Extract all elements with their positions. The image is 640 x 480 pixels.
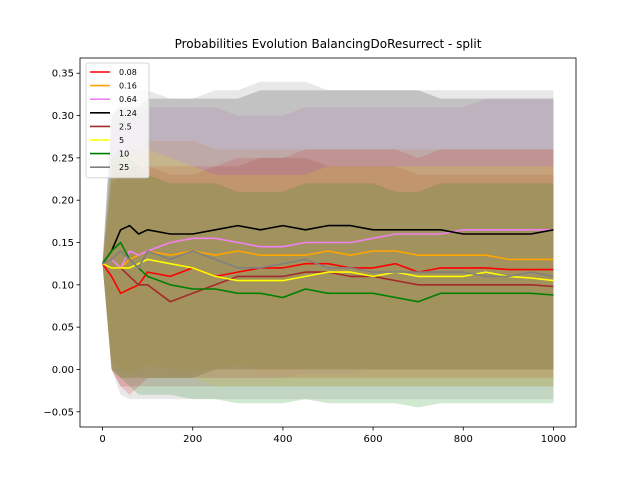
- legend-label-0.64: 0.64: [119, 95, 137, 104]
- legend-label-10: 10: [119, 150, 129, 159]
- series-line-0.08: [101, 262, 554, 295]
- x-tick-label: 0: [99, 434, 105, 445]
- series-line-1.24: [101, 224, 554, 265]
- chart-title: Probabilities Evolution BalancingDoResur…: [175, 37, 482, 51]
- series-line-5: [102, 258, 554, 282]
- band-25: [102, 81, 554, 400]
- confidence-bands: [102, 81, 554, 408]
- x-tick-label: 800: [454, 434, 473, 445]
- x-tick-label: 400: [273, 434, 292, 445]
- y-axis: −0.05 0.00 0.05 0.10 0.15 0.20 0.25 0.30 0.35: [43, 69, 80, 418]
- legend-label-5: 5: [119, 136, 124, 145]
- legend-label-1.24: 1.24: [119, 109, 137, 118]
- legend-label-2.5: 2.5: [119, 122, 132, 131]
- x-axis: 0 200 400 600 800 1000: [99, 427, 566, 445]
- series-line-0.16: [102, 250, 554, 269]
- legend: 0.08 0.16 0.64 1.24 2.5 5 10 25: [85, 62, 150, 179]
- y-tick-label: 0.35: [52, 69, 74, 80]
- x-tick-label: 1000: [541, 434, 566, 445]
- y-tick-label: 0.30: [52, 111, 74, 122]
- band-1.24: [102, 90, 554, 378]
- series-line-25: [102, 250, 554, 278]
- y-tick-label: −0.05: [43, 407, 74, 418]
- x-tick-label: 600: [364, 434, 383, 445]
- legend-label-25: 25: [119, 163, 129, 172]
- band-0.16: [102, 140, 554, 374]
- series-line-2.5: [102, 262, 554, 303]
- x-tick-label: 200: [183, 434, 202, 445]
- y-tick-label: 0.20: [52, 196, 74, 207]
- legend-label-0.08: 0.08: [119, 68, 137, 77]
- y-tick-label: 0.05: [52, 323, 74, 334]
- band-0.64: [102, 98, 554, 378]
- legend-box: [85, 62, 150, 179]
- y-tick-label: 0.15: [52, 238, 74, 249]
- band-10: [102, 149, 554, 408]
- legend-label-0.16: 0.16: [119, 82, 137, 91]
- series-line-0.64: [102, 229, 554, 269]
- y-tick-label: 0.25: [52, 153, 74, 164]
- y-tick-label: 0.00: [52, 365, 74, 376]
- series-lines: [101, 224, 554, 303]
- y-tick-label: 0.10: [52, 280, 74, 291]
